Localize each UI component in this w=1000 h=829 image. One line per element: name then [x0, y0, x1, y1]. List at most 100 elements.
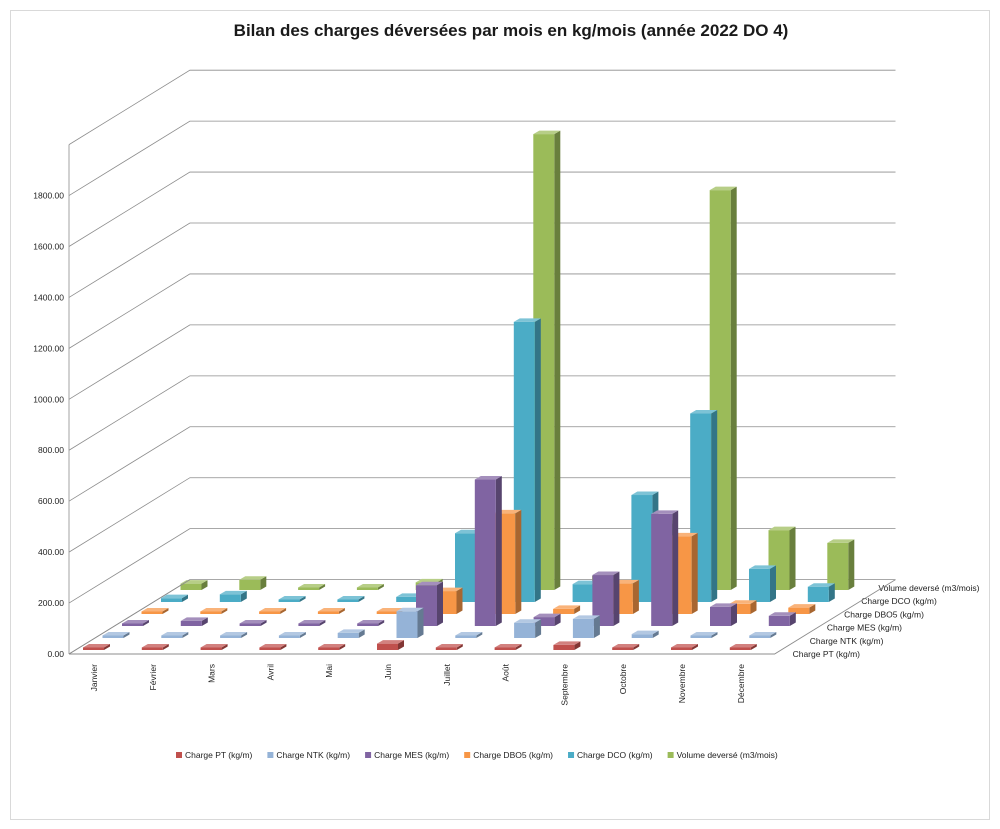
- bar-front: [83, 647, 104, 650]
- chart-title: Bilan des charges déversées par mois en …: [234, 21, 789, 40]
- bar-top: [396, 607, 424, 612]
- bar-side: [730, 186, 737, 590]
- bar: [220, 632, 248, 638]
- bar-side: [260, 576, 267, 590]
- bar-top: [533, 613, 561, 618]
- bar-side: [319, 584, 326, 590]
- bar-front: [749, 635, 771, 638]
- bar-top: [553, 641, 581, 645]
- y-tick-label: 400.00: [38, 547, 64, 557]
- bar-top: [377, 640, 404, 644]
- bar-side: [358, 596, 365, 602]
- gridline: [68, 171, 896, 247]
- series-label-layer: Charge PT (kg/m) Charge NTK (kg/m) Charge …: [793, 583, 980, 659]
- bar-front: [768, 615, 790, 626]
- bar-top: [219, 590, 247, 595]
- bar-top: [729, 600, 757, 604]
- bar-front: [317, 611, 339, 614]
- bar: [455, 631, 483, 638]
- bar-front: [337, 599, 359, 602]
- legend-item: Charge MES (kg/m): [365, 750, 449, 760]
- bar-top: [827, 539, 855, 543]
- bar-side: [221, 644, 228, 650]
- legend: Charge PT (kg/m) Charge NTK (kg/m) Charge …: [176, 750, 778, 760]
- bar-top: [416, 581, 443, 586]
- bar: [827, 539, 855, 590]
- bar: [239, 620, 267, 626]
- x-tick-label: Septembre: [559, 664, 569, 706]
- bar-front: [396, 611, 418, 638]
- legend-item: Charge PT (kg/m): [176, 750, 253, 760]
- bar-side: [534, 318, 541, 602]
- bar-front: [553, 608, 575, 614]
- bar: [259, 608, 287, 614]
- bar-side: [789, 526, 796, 590]
- bar-front: [827, 542, 849, 590]
- bar-side: [319, 619, 326, 626]
- bar-side: [750, 644, 757, 650]
- bar-top: [317, 608, 345, 612]
- bar-top: [200, 607, 228, 612]
- bar: [356, 584, 384, 590]
- bar: [83, 644, 110, 650]
- series-group: [102, 607, 777, 638]
- bar-top: [239, 620, 267, 624]
- bar-side: [377, 584, 384, 590]
- bar-front: [141, 647, 163, 650]
- bar: [651, 510, 679, 626]
- series-label: Charge DCO (kg/m): [861, 596, 937, 606]
- bar: [278, 596, 306, 602]
- y-tick-label: 600.00: [38, 496, 64, 506]
- bar: [337, 596, 365, 602]
- legend-item: Charge DBO5 (kg/m): [464, 750, 553, 760]
- bar-front: [376, 611, 398, 614]
- bar-side: [456, 587, 463, 614]
- bar: [749, 565, 776, 602]
- legend-item: Volume deversé (m3/mois): [667, 750, 778, 760]
- bar-side: [201, 617, 208, 626]
- gridline: [68, 426, 896, 502]
- bar-front: [514, 622, 536, 638]
- bar-top: [631, 630, 659, 635]
- bar-top: [768, 526, 796, 531]
- bar-front: [396, 596, 418, 602]
- bar-top: [631, 491, 659, 496]
- bar-front: [592, 575, 614, 626]
- bar: [494, 643, 522, 650]
- bar-side: [750, 600, 757, 614]
- bar-front: [259, 647, 281, 650]
- series-label: Volume deversé (m3/mois): [878, 583, 979, 593]
- bar-top: [278, 596, 306, 600]
- legend-label: Charge PT (kg/m): [185, 750, 253, 760]
- bar-top: [141, 644, 169, 648]
- bar-side: [417, 607, 424, 638]
- bar-top: [553, 605, 581, 609]
- bar: [180, 617, 208, 626]
- gridline: [68, 222, 896, 298]
- gridline: [68, 120, 896, 196]
- legend-item: Charge NTK (kg/m): [267, 750, 350, 760]
- bar: [788, 604, 816, 614]
- legend-label: Charge DBO5 (kg/m): [473, 750, 553, 760]
- bar-front: [122, 623, 143, 626]
- bar-top: [807, 583, 835, 587]
- bar-layer: [83, 130, 855, 650]
- bar-front: [612, 647, 634, 650]
- series-label: Charge MES (kg/m): [827, 623, 902, 633]
- bar-front: [357, 623, 379, 626]
- bar-top: [298, 619, 326, 624]
- bar-front: [671, 647, 692, 650]
- legend-label: Volume deversé (m3/mois): [677, 750, 778, 760]
- bar: [259, 644, 287, 650]
- bar-side: [574, 605, 581, 614]
- bar-front: [572, 618, 594, 638]
- bar: [141, 608, 169, 614]
- x-tick-label: Avril: [265, 664, 275, 680]
- bar-front: [729, 603, 751, 614]
- bar-side: [515, 643, 522, 650]
- bar-front: [356, 587, 378, 590]
- y-tick-label: 1200.00: [33, 343, 64, 353]
- bar-top: [220, 632, 248, 636]
- bar-top: [357, 619, 385, 624]
- bar: [161, 594, 188, 602]
